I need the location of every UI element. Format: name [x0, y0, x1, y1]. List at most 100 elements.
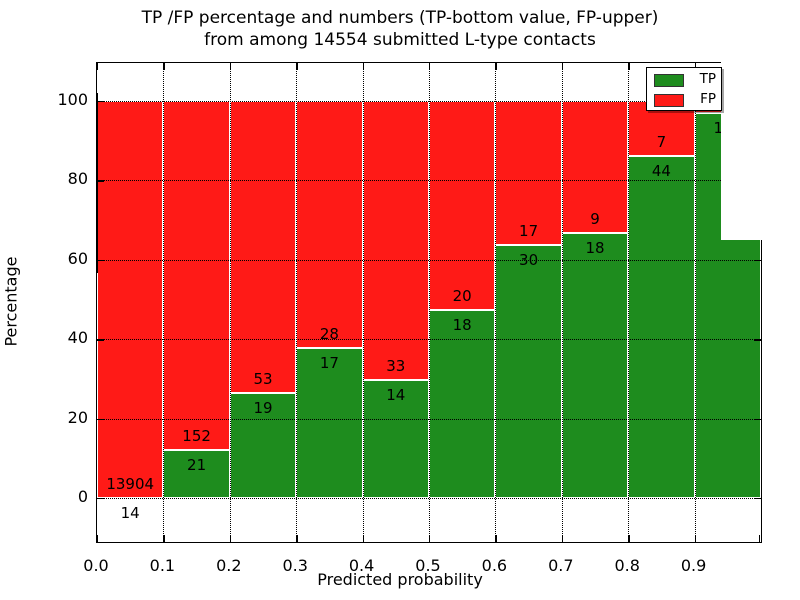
chart-title-line2: from among 14554 submitted L-type contac… [204, 30, 596, 50]
tp-count-label: 18 [452, 315, 472, 334]
horizontal-gridline [97, 498, 761, 499]
vertical-gridline [561, 63, 563, 542]
vertical-gridline [429, 63, 430, 542]
y-tick-label: 80 [67, 169, 88, 189]
y-tick-label: 20 [67, 407, 88, 427]
axis-tick [97, 339, 104, 341]
axis-tick [163, 63, 165, 70]
y-tick-label: 0 [77, 487, 88, 506]
fp-bar-segment [495, 101, 562, 245]
tp-swatch-icon [654, 74, 684, 87]
fp-count-label: 13904 [106, 474, 155, 493]
axis-tick [362, 63, 364, 70]
vertical-gridline [694, 63, 696, 542]
axis-tick [628, 535, 630, 542]
y-tick-label: 100 [57, 90, 88, 109]
tp-count-label: 44 [651, 161, 671, 180]
plot-area: 1390414152215319281733142018173091874413… [96, 62, 762, 543]
legend-fp-label: FP [700, 91, 716, 107]
horizontal-gridline [97, 180, 761, 182]
vertical-gridline [628, 63, 630, 542]
axis-tick [694, 63, 696, 70]
fp-count-label: 53 [253, 370, 273, 389]
axis-tick [97, 63, 99, 70]
x-tick-label: 0.7 [548, 556, 574, 575]
axis-tick [754, 498, 761, 500]
white-patch-border [97, 93, 98, 273]
x-tick-label: 0.9 [680, 556, 707, 575]
vertical-gridline [229, 63, 231, 542]
y-axis-label: Percentage [1, 256, 21, 347]
axis-tick [628, 63, 630, 70]
horizontal-gridline [97, 418, 761, 420]
axis-tick [429, 535, 431, 542]
tp-bar-segment [628, 155, 695, 498]
vertical-gridline [362, 63, 364, 542]
x-tick-label: 0.3 [282, 556, 308, 575]
tp-count-label: 30 [519, 250, 539, 269]
axis-tick [296, 63, 298, 70]
x-tick-label: 0.8 [614, 556, 640, 575]
tp-bar-segment [561, 233, 629, 498]
tp-count-label: 14 [120, 503, 140, 522]
fp-count-label: 152 [182, 426, 211, 445]
fp-bar-segment [296, 101, 363, 348]
tp-count-label: 14 [386, 385, 406, 404]
fp-bar-segment [362, 101, 429, 380]
fp-bar-segment [561, 101, 629, 234]
axis-tick [97, 418, 104, 420]
axis-tick [754, 259, 761, 262]
axis-tick [97, 101, 104, 103]
x-tick-label: 0.4 [348, 556, 375, 575]
fp-count-label: 28 [319, 325, 339, 343]
x-tick-label: 0.0 [83, 556, 109, 575]
fp-bar-segment [97, 101, 164, 498]
axis-tick [694, 535, 696, 542]
legend-tp-label: TP [699, 71, 716, 87]
x-tick-label: 0.1 [149, 556, 176, 575]
legend-row-tp: TP [647, 70, 721, 90]
x-axis-label: Predicted probability [317, 570, 483, 589]
tp-count-label: 19 [253, 399, 273, 418]
axis-tick [759, 535, 761, 542]
axis-tick [362, 535, 364, 542]
fp-bar-segment [163, 101, 230, 450]
chart-title-line1: TP /FP percentage and numbers (TP-bottom… [141, 8, 659, 28]
tp-bar-segment [229, 393, 297, 498]
axis-tick [97, 498, 104, 500]
tp-bar-segment [362, 379, 429, 498]
tp-bar-segment [429, 309, 496, 498]
y-tick-label: 60 [67, 248, 88, 268]
horizontal-gridline [97, 101, 761, 102]
axis-tick [163, 535, 165, 542]
axis-tick [429, 63, 431, 70]
tp-count-label: 18 [585, 239, 605, 258]
axis-tick [229, 535, 232, 542]
fp-count-label: 9 [590, 210, 600, 229]
fp-bar-segment [429, 101, 496, 310]
fp-count-label: 7 [656, 132, 667, 151]
legend: TP FP [646, 67, 722, 111]
tp-bar-segment [296, 348, 363, 498]
legend-row-fp: FP [647, 90, 721, 110]
fp-count-label: 33 [386, 356, 406, 375]
horizontal-gridline [97, 339, 761, 341]
white-mask-patch [721, 30, 800, 240]
axis-tick [561, 535, 564, 542]
vertical-gridline [163, 63, 165, 542]
tp-count-label: 21 [187, 455, 207, 474]
tp-bar-segment [495, 244, 562, 498]
axis-tick [296, 535, 298, 542]
axis-tick [97, 535, 99, 542]
x-tick-label: 0.5 [415, 556, 441, 575]
axis-tick [495, 535, 497, 542]
horizontal-gridline [97, 259, 761, 261]
vertical-gridline [296, 63, 298, 542]
x-tick-label: 0.6 [481, 556, 508, 575]
x-tick-label: 0.2 [216, 556, 242, 575]
vertical-gridline [495, 63, 497, 542]
axis-tick [229, 63, 232, 70]
axis-tick [561, 63, 564, 70]
y-tick-label: 40 [67, 328, 88, 348]
